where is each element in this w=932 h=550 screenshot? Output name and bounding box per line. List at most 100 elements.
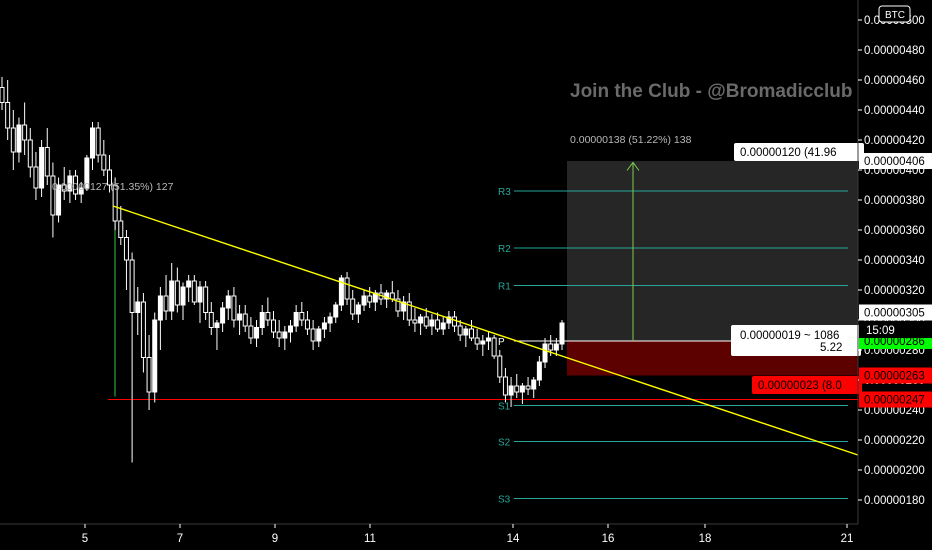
x-tick-label: 5 xyxy=(82,533,88,545)
candle xyxy=(480,335,486,356)
price-tag-light: 0.00000406 xyxy=(859,153,932,169)
entry-box-line1: 0.00000019 ~ 1086 xyxy=(740,330,839,342)
candle xyxy=(333,302,339,323)
candle xyxy=(140,293,146,373)
candle xyxy=(304,311,310,335)
candle xyxy=(73,170,79,200)
candle xyxy=(282,326,288,350)
candle xyxy=(56,177,62,223)
pivot-label-p: P xyxy=(498,337,505,348)
candle xyxy=(112,177,118,230)
y-tick-label: 0.00000380 xyxy=(864,195,925,207)
price-tag-label: 0.00000305 xyxy=(864,308,925,320)
candle xyxy=(485,332,491,350)
candle xyxy=(559,320,565,350)
candle xyxy=(0,77,5,110)
candle xyxy=(321,317,327,338)
candle xyxy=(553,338,559,356)
x-tick-label: 14 xyxy=(507,533,520,545)
candle xyxy=(33,152,39,200)
candle xyxy=(497,350,503,383)
target-arrow-head xyxy=(626,161,640,171)
candle xyxy=(316,326,322,347)
candle xyxy=(39,140,45,197)
candle xyxy=(271,311,277,338)
target-zone xyxy=(567,161,858,341)
candle xyxy=(367,287,373,308)
candle xyxy=(191,275,197,305)
candle xyxy=(231,287,237,328)
candle xyxy=(5,80,11,140)
y-tick-label: 0.00000340 xyxy=(864,255,925,267)
y-tick-label: 0.00000180 xyxy=(864,495,925,507)
x-tick-label: 21 xyxy=(841,533,854,545)
candle xyxy=(355,302,361,323)
pivot-levels: R3 R2 R1 P S1 S2 S3 xyxy=(498,187,848,506)
candle xyxy=(16,117,22,163)
candle xyxy=(84,155,90,191)
stop-box-label: 0.00000023 (8.0 xyxy=(758,380,842,392)
y-tick-label: 0.00000220 xyxy=(864,435,925,447)
candle xyxy=(50,162,56,238)
candle xyxy=(95,122,101,163)
y-tick-label: 0.00000440 xyxy=(864,105,925,117)
candle xyxy=(440,317,446,335)
x-tick-label: 18 xyxy=(699,533,712,545)
candle xyxy=(418,314,424,335)
candle xyxy=(259,305,265,335)
x-axis[interactable]: 5 7 9 11 14 16 18 21 xyxy=(82,524,854,545)
pivot-label-s3: S3 xyxy=(498,495,511,506)
candle xyxy=(27,128,33,178)
candle xyxy=(361,290,367,311)
countdown-label: 15:09 xyxy=(866,325,895,337)
candle xyxy=(293,305,299,332)
price-tag-label: 0.00000406 xyxy=(864,156,925,168)
candle xyxy=(152,312,158,403)
watermark: Join the Club - @Bromadicclub xyxy=(570,81,852,102)
candle xyxy=(474,329,480,350)
candle xyxy=(254,320,260,347)
pivot-label-r3: R3 xyxy=(498,187,511,198)
y-tick-label: 0.00000460 xyxy=(864,75,925,87)
y-tick-label: 0.00000200 xyxy=(864,465,925,477)
candle xyxy=(248,317,254,344)
target-box-label: 0.00000120 (41.96 xyxy=(740,147,837,159)
countdown: 15:09 xyxy=(859,321,932,338)
candle xyxy=(536,356,542,386)
candle xyxy=(118,206,124,245)
currency-badge[interactable]: BTC xyxy=(878,5,911,23)
candle xyxy=(22,102,28,155)
candle xyxy=(519,383,525,404)
candle xyxy=(180,282,186,320)
descending-trendline[interactable] xyxy=(112,205,859,456)
candle xyxy=(514,374,520,398)
candle xyxy=(123,230,129,290)
candle xyxy=(225,290,231,320)
candle xyxy=(542,338,548,368)
candle xyxy=(384,290,390,308)
entry-box-line2: 5.22 xyxy=(820,342,842,354)
target-box: 0.00000120 (41.96 xyxy=(734,143,864,161)
candle xyxy=(203,281,209,320)
candle xyxy=(44,128,50,185)
y-tick-label: 0.00000320 xyxy=(864,285,925,297)
candle xyxy=(310,320,316,350)
candle xyxy=(395,290,401,317)
candle xyxy=(502,368,508,403)
candle xyxy=(61,167,67,200)
candle xyxy=(163,275,169,320)
candle xyxy=(406,293,412,326)
candle xyxy=(101,140,107,176)
candle xyxy=(327,312,333,332)
candle xyxy=(468,320,474,341)
candle xyxy=(67,170,73,203)
candle xyxy=(401,296,407,320)
candle xyxy=(90,122,96,170)
candle xyxy=(344,272,350,305)
candle xyxy=(525,377,531,395)
candle xyxy=(463,326,469,347)
x-tick-label: 9 xyxy=(272,533,278,545)
y-tick-label: 0.00000360 xyxy=(864,225,925,237)
candle xyxy=(186,275,192,302)
